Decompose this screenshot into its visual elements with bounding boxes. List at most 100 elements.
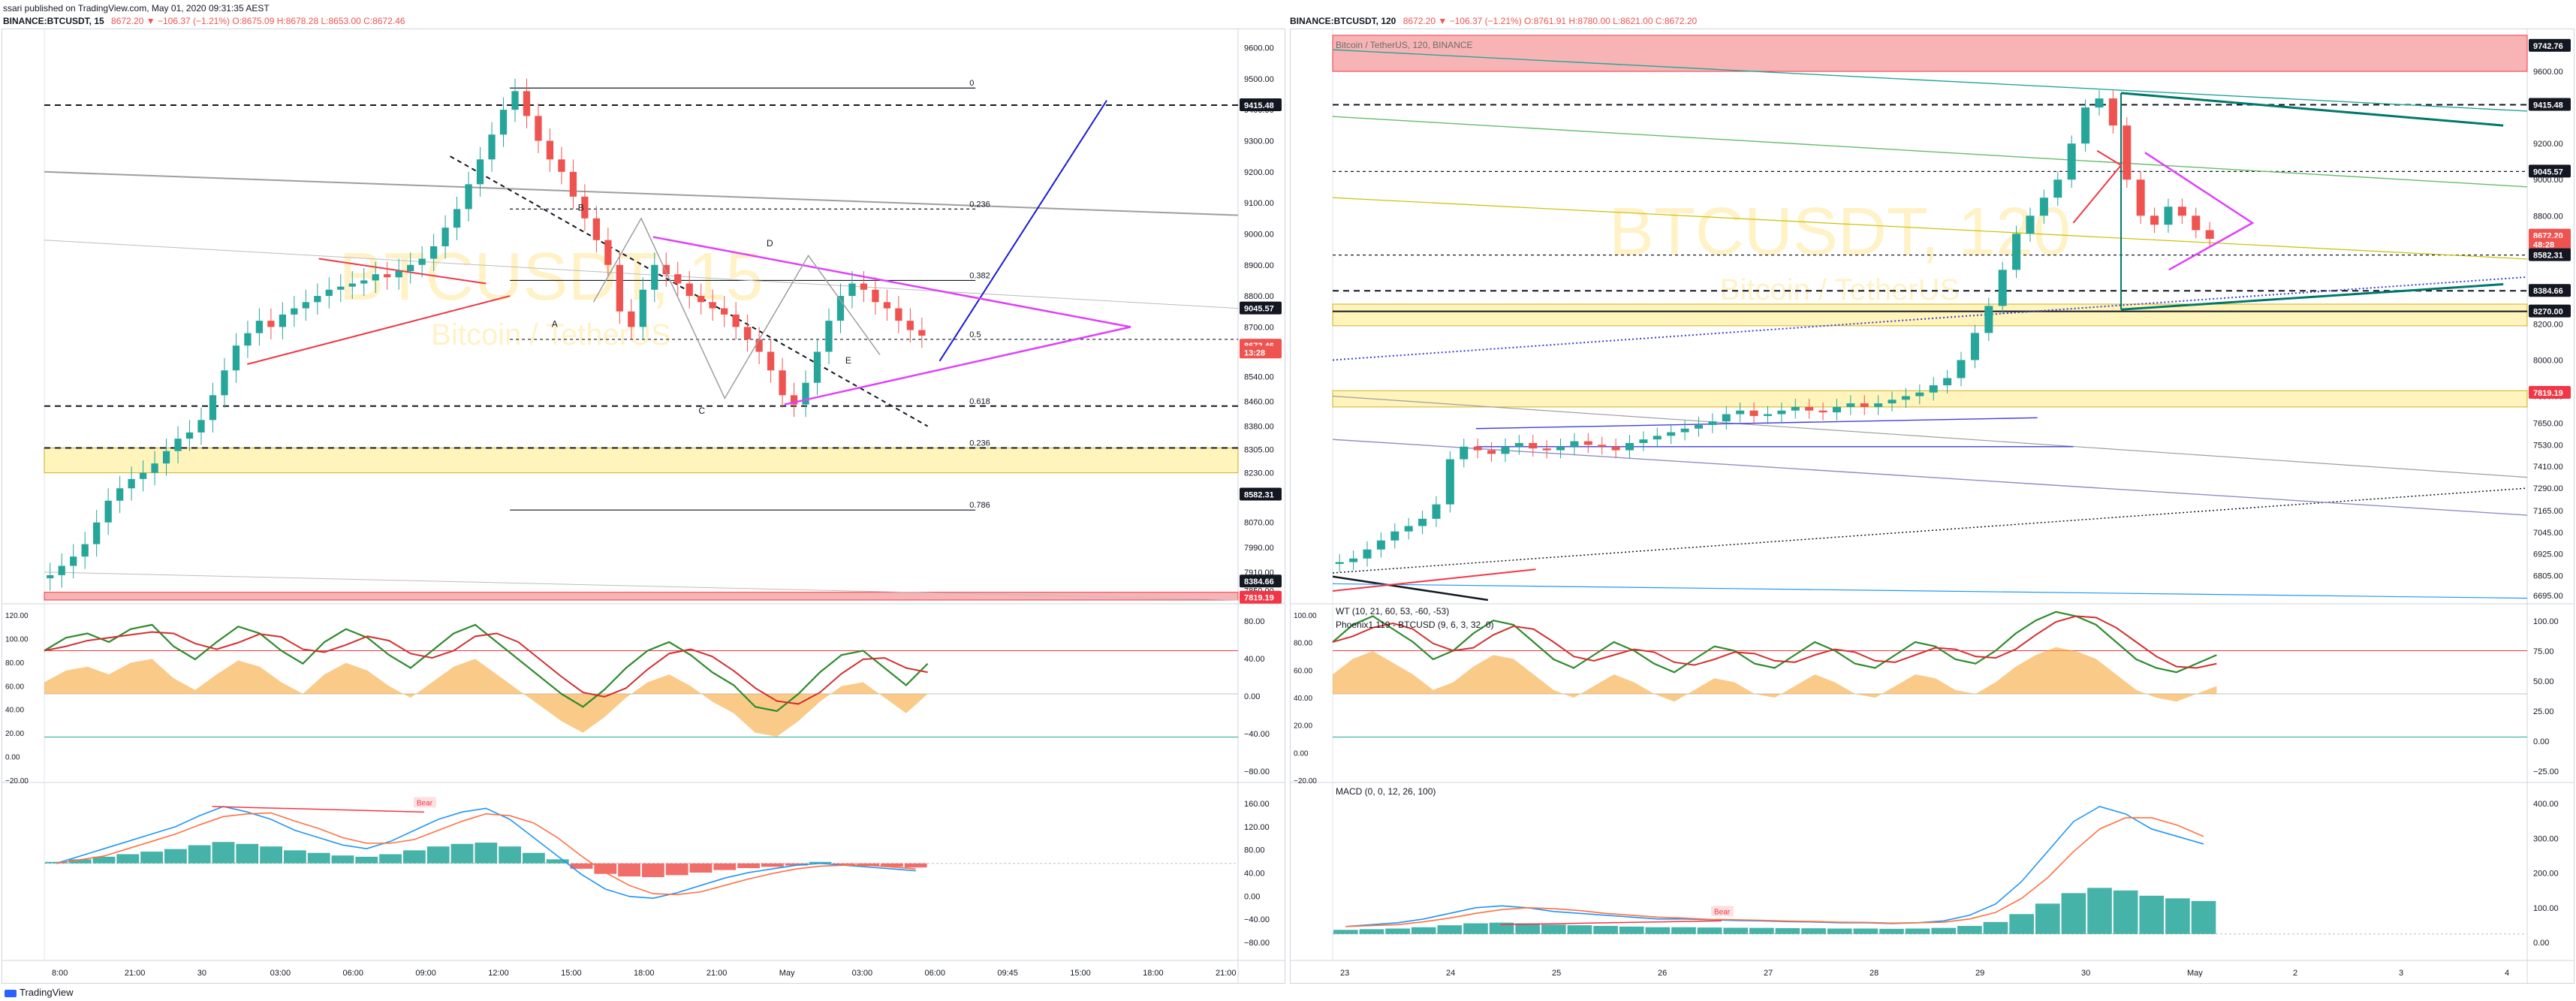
bear-divergence-line (212, 806, 424, 813)
dotted-trend-line (1332, 276, 2528, 361)
candle-body (697, 296, 705, 303)
candle-body (1888, 399, 1897, 404)
macd-histogram-bar (403, 850, 426, 864)
macd-histogram-bar (1723, 927, 1749, 934)
candle-body (813, 351, 821, 383)
candle-body (128, 478, 135, 489)
macd-histogram-bar (92, 856, 116, 864)
candle-body (325, 289, 333, 297)
candle-body (429, 246, 438, 259)
macd-histogram-bar (1359, 929, 1384, 934)
wt-left-axis-label: 100.00 (1294, 612, 1317, 620)
candle-body (558, 159, 565, 172)
candle-body (1556, 446, 1565, 451)
phoenix-legend[interactable]: Phoenix1.119 - BTCUSD (9, 6, 3, 32, 0) (1336, 620, 1494, 630)
time-tick-label: 25 (1552, 969, 1561, 978)
candle-body (848, 283, 856, 297)
candle-body (1777, 410, 1786, 415)
triangle-upper (2120, 92, 2504, 127)
bear-divergence-line (1500, 920, 1722, 926)
wave-label: C (698, 406, 705, 416)
price-tick-label: 8700.00 (1244, 323, 1274, 332)
macd-histogram-bar (1983, 921, 2008, 934)
candle-body (2108, 98, 2117, 126)
macd-axis-label: 0.00 (1244, 892, 1260, 901)
candle-body (314, 296, 321, 303)
left-symbol[interactable]: BINANCE:BTCUSDT, 15 (3, 16, 104, 26)
candle-body (407, 264, 414, 272)
candle-body (104, 500, 112, 523)
wt-axis-label: −25.00 (2533, 767, 2559, 776)
macd-axis-label: 0.00 (2533, 939, 2549, 948)
time-tick-label: 03:00 (270, 969, 291, 978)
wt-axis-label: 80.00 (1244, 617, 1265, 626)
time-tick-label: 15:00 (561, 969, 582, 978)
candle-body (174, 439, 182, 451)
price-tick-label: 8460.00 (1244, 398, 1274, 407)
candle-body (825, 321, 833, 352)
candle-body (511, 91, 519, 110)
candle-body (348, 283, 356, 287)
price-tick-label: 6695.00 (2533, 592, 2563, 601)
wt-axis-label: 25.00 (2533, 707, 2554, 716)
macd-histogram-bar (713, 863, 737, 870)
tradingview-footer[interactable]: TradingView (5, 987, 74, 998)
candle-body (291, 308, 298, 315)
time-tick-label: 12:00 (488, 969, 509, 978)
macd-axis-label: 100.00 (2533, 904, 2559, 913)
macd-histogram-bar (116, 854, 140, 864)
support-zone (1332, 390, 2528, 408)
price-tick-label: 8000.00 (2533, 356, 2563, 365)
time-tick-label: 21:00 (125, 969, 146, 978)
price-tick-label: 8900.00 (1244, 261, 1274, 270)
macd-histogram-bar (212, 842, 235, 864)
red-flag-line (2072, 149, 2123, 224)
wt-legend[interactable]: WT (10, 21, 60, 53, -60, -53) (1336, 606, 1450, 617)
macd-axis-label: 400.00 (2533, 800, 2559, 809)
candle-body (255, 321, 264, 333)
price-label-bg (2529, 98, 2571, 111)
left-chart-panel[interactable]: BTCUSDT, 15 Bitcoin / TetherUS 9600.00 9500… (2, 29, 1285, 984)
right-symbol[interactable]: BINANCE:BTCUSDT, 120 (1290, 16, 1396, 26)
price-label-bg (2529, 164, 2571, 178)
resistance-zone (1332, 35, 2528, 72)
macd-histogram-bar (140, 852, 163, 864)
price-label: 8582.31 (1244, 491, 1274, 500)
candle-body (441, 228, 449, 246)
candle-body (453, 209, 461, 228)
price-label-bg (1240, 301, 1282, 315)
price-label: 9742.76 (2533, 42, 2563, 51)
wt-left-axis-label: −20.00 (5, 777, 29, 785)
candle-body (872, 289, 879, 303)
macd-legend[interactable]: MACD (0, 0, 12, 26, 100) (1336, 786, 1436, 797)
candle-body (1805, 406, 1814, 411)
candle-body (1791, 406, 1800, 411)
macd-histogram-bar (833, 863, 856, 866)
candle-body (662, 264, 670, 275)
time-tick-label: May (779, 969, 795, 978)
candle-body (244, 333, 252, 346)
candle-body (581, 196, 589, 219)
macd-histogram-bar (2139, 895, 2165, 934)
wt-left-axis-label: 100.00 (5, 635, 29, 644)
dotted-trend-line (1332, 487, 2528, 574)
macd-histogram-bar (785, 863, 808, 866)
time-tick-label: 03:00 (852, 969, 873, 978)
wave-label: D (767, 238, 773, 249)
macd-histogram-bar (426, 846, 450, 864)
macd-histogram-bar (1905, 928, 1930, 934)
candle-body (535, 116, 542, 141)
price-tick-label: 8540.00 (1244, 373, 1274, 382)
candle-body (721, 308, 728, 315)
time-tick-label: 4 (2505, 969, 2509, 978)
wt-axis-label: 75.00 (2533, 647, 2554, 656)
macd-histogram-bar (1619, 926, 1644, 934)
price-tick-label: 7290.00 (2533, 484, 2563, 493)
price-tick-label: 9600.00 (2533, 68, 2563, 77)
price-label: 9415.48 (1244, 101, 1274, 110)
time-tick-label: 8:00 (52, 969, 68, 978)
macd-histogram-bar (2113, 890, 2138, 934)
